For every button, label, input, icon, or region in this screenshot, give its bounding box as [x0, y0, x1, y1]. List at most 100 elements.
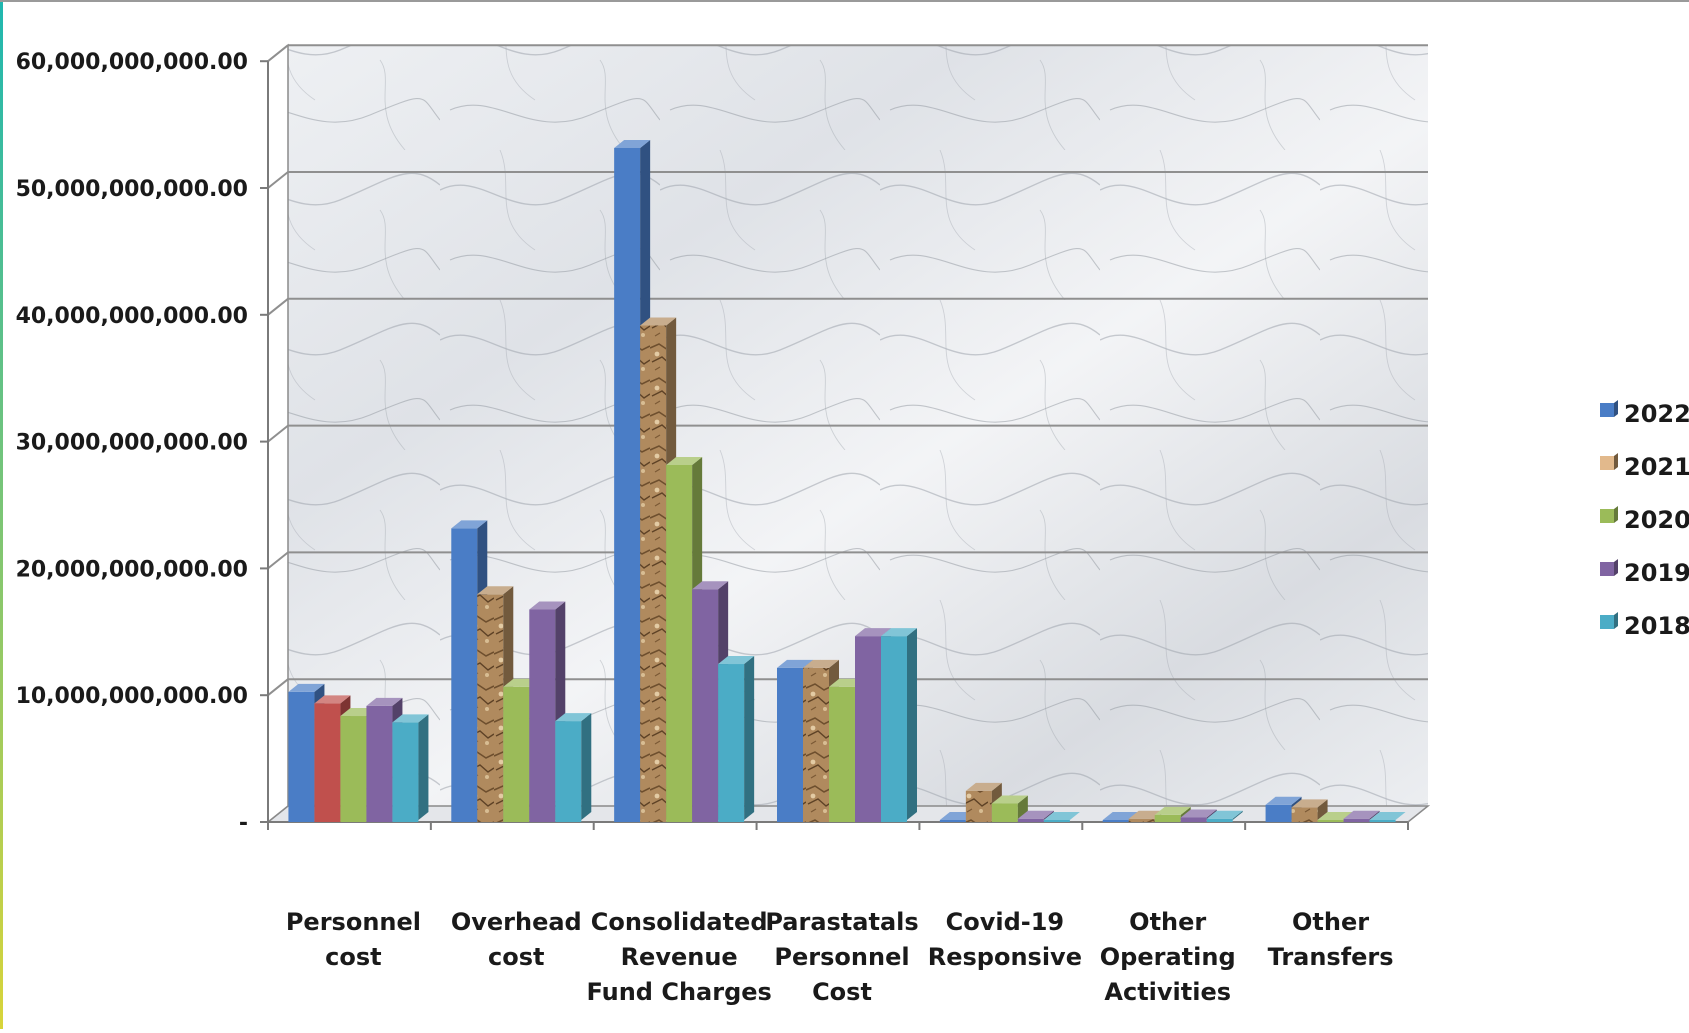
bar-front: [881, 636, 907, 822]
x-category-label-line: Parastatals: [765, 908, 918, 936]
bar-front: [1180, 817, 1207, 822]
bar-top: [1043, 812, 1080, 820]
bar-side: [744, 656, 755, 820]
bar-top: [666, 456, 703, 465]
x-category-label-line: Fund Charges: [586, 978, 771, 1006]
bar-top: [366, 697, 403, 706]
x-category-label-line: Other: [1129, 908, 1206, 936]
legend-item-2022: 2022: [1600, 400, 1689, 428]
bar-2020-4: [991, 795, 1028, 822]
top-border: [0, 0, 1689, 2]
bar-front: [1043, 820, 1070, 822]
x-category-label-line: Operating: [1100, 943, 1236, 971]
y-axis-tick-labels: - 10,000,000,000.00 20,000,000,000.00 30,00…: [16, 50, 248, 836]
y-tick-label: 40,000,000,000.00: [16, 304, 248, 329]
bar-top: [1343, 810, 1380, 819]
gridline-side: [267, 678, 289, 696]
bar-front: [1265, 804, 1292, 822]
bar-front: [366, 705, 393, 822]
bar-front: [1102, 820, 1129, 822]
y-tick-label: 10,000,000,000.00: [16, 684, 248, 709]
bar-front: [340, 716, 367, 822]
bar-2018-5: [1206, 810, 1243, 822]
bar-top: [1017, 810, 1054, 819]
x-category-label-line: Overhead: [451, 908, 582, 936]
bar-top: [965, 782, 1002, 791]
bar-2021-6: [1291, 799, 1328, 822]
legend-swatch: [1600, 562, 1614, 576]
bar-front: [640, 325, 667, 822]
bar-2018-1: [555, 713, 592, 822]
bar-top: [1369, 812, 1406, 820]
legend-swatch-side: [1614, 400, 1618, 417]
bar-top: [392, 714, 429, 723]
x-category-label: Personnel cost: [286, 908, 421, 971]
x-category-label-line: cost: [325, 943, 381, 971]
x-category-label-line: Activities: [1104, 978, 1231, 1006]
x-category-label-line: Covid-19: [946, 908, 1065, 936]
bar-front: [718, 664, 745, 822]
bar-front: [991, 803, 1018, 822]
bar-side: [1232, 810, 1243, 820]
bar-top: [855, 628, 891, 637]
bar-front: [392, 722, 419, 822]
x-category-label-line: Personnel: [286, 908, 421, 936]
y-tick-label: 30,000,000,000.00: [16, 431, 248, 456]
bar-side: [907, 628, 917, 820]
bar-2018-6: [1369, 812, 1406, 822]
x-category-label-line: Transfers: [1268, 943, 1394, 971]
bar-front: [1206, 818, 1233, 822]
gridline-side: [267, 551, 289, 570]
bars: [288, 139, 1406, 822]
bar-front: [1369, 820, 1396, 822]
gridline-side: [267, 424, 289, 443]
legend-swatch-side: [1614, 612, 1618, 629]
x-category-label-line: Cost: [812, 978, 872, 1006]
bar-top: [529, 601, 566, 610]
bar-front: [803, 667, 829, 822]
y-tick-label: 60,000,000,000.00: [16, 50, 248, 75]
bar-front: [1317, 820, 1344, 822]
bar-top: [288, 683, 325, 692]
bar-front: [666, 464, 693, 822]
legend-item-2018: 2018: [1600, 612, 1689, 640]
bar-top: [640, 317, 677, 326]
x-category-label: Parastatals Personnel Cost: [765, 908, 918, 1006]
bar-2019-6: [1343, 810, 1380, 822]
legend-item-2021: 2021: [1600, 453, 1689, 481]
gridline-side: [267, 44, 289, 62]
bar-top: [692, 581, 729, 590]
x-category-label: Other Operating Activities: [1100, 908, 1236, 1006]
left-edge-accent: [0, 0, 3, 1029]
bar-top: [614, 139, 651, 148]
bar-side: [581, 713, 592, 820]
legend-label: 2022: [1624, 400, 1689, 428]
bar-front: [451, 528, 478, 822]
bar-front: [555, 721, 582, 822]
bar-front: [777, 667, 803, 822]
legend-label: 2021: [1624, 453, 1689, 481]
bar-2018-4: [1043, 812, 1080, 822]
bar-side: [1043, 810, 1054, 820]
bar-top: [1291, 799, 1328, 808]
gridline-side: [267, 171, 289, 189]
bar-front: [288, 691, 315, 822]
legend-swatch: [1600, 403, 1614, 417]
bar-front: [965, 790, 992, 822]
bar-2018-3: [881, 628, 917, 822]
x-category-label-line: Responsive: [928, 943, 1082, 971]
x-category-label-line: Revenue: [621, 943, 738, 971]
bar-top: [718, 656, 755, 665]
x-category-label-line: Personnel: [774, 943, 909, 971]
bar-front: [477, 594, 504, 822]
bar-top: [991, 795, 1028, 804]
legend-item-2019: 2019: [1600, 559, 1689, 587]
bar-2019-4: [1017, 810, 1054, 822]
legend-swatch-side: [1614, 506, 1618, 523]
bar-front: [1291, 807, 1318, 822]
bar-top: [555, 713, 592, 722]
bar-top: [1180, 809, 1217, 818]
y-tick-label: 50,000,000,000.00: [16, 177, 248, 202]
